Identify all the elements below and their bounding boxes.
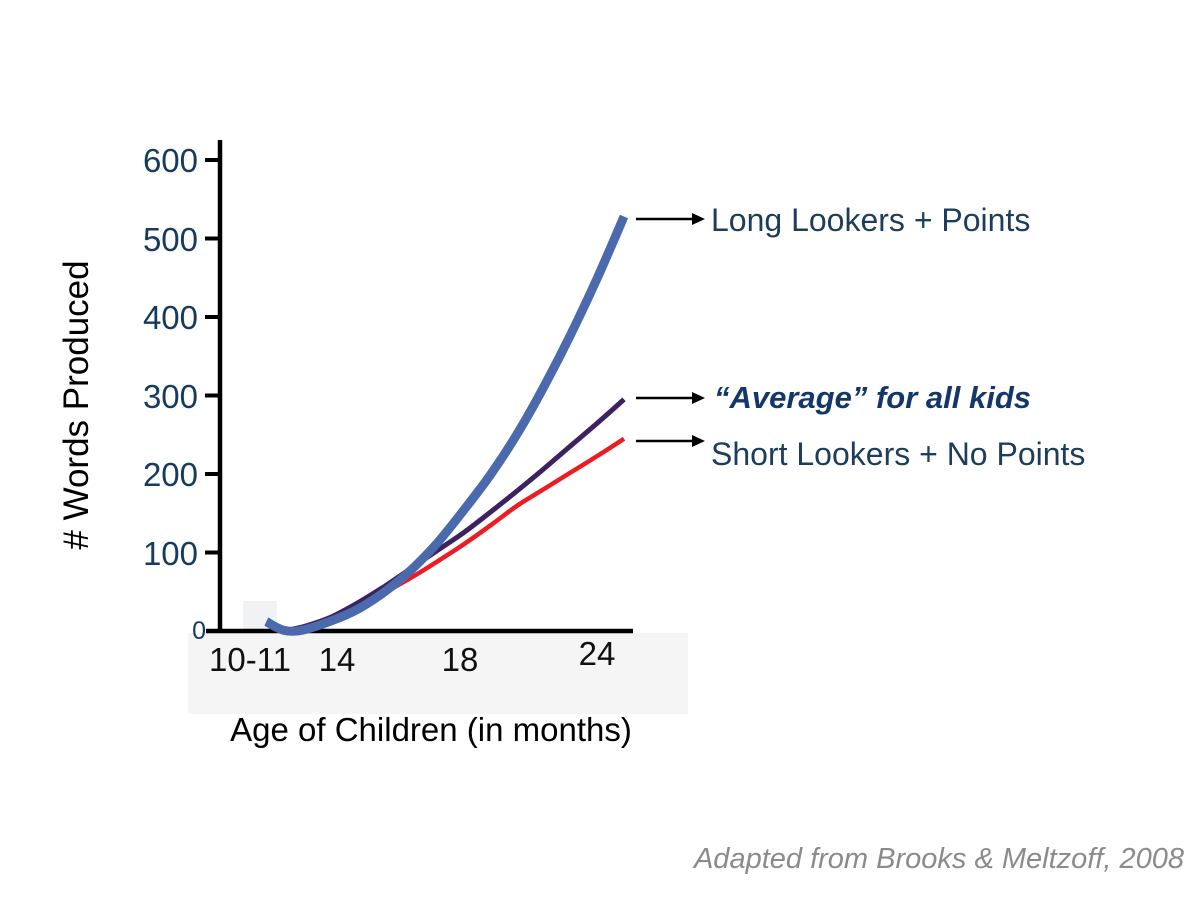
y-tick-label-100: 100 <box>142 535 198 572</box>
annotation-arrowhead-2 <box>692 435 705 447</box>
annotation-average-all-kids: “Average” for all kids <box>714 380 1032 415</box>
curve-long-lookers <box>264 214 629 636</box>
attribution-text: Adapted from Brooks & Meltzoff, 2008 <box>693 843 1184 875</box>
x-tick-label-14: 14 <box>318 641 356 678</box>
x-tick-label-24: 24 <box>578 635 616 672</box>
x-axis-title: Age of Children (in months) <box>230 711 632 748</box>
y-tick-label-300: 300 <box>142 378 198 415</box>
x-tick-label-18: 18 <box>441 641 479 678</box>
x-tick-label-10-11: 10-11 <box>209 641 291 678</box>
annotation-arrowhead-1 <box>692 392 705 404</box>
annotation-arrowhead-0 <box>692 213 705 225</box>
y-tick-label-500: 500 <box>142 221 198 258</box>
y-tick-label-600: 600 <box>142 142 198 179</box>
y-tick-label-200: 200 <box>142 456 198 493</box>
annotation-long-lookers: Long Lookers + Points <box>711 202 1031 238</box>
background-band <box>188 633 688 714</box>
annotation-short-lookers: Short Lookers + No Points <box>711 436 1086 472</box>
y-tick-label-400: 400 <box>142 299 198 336</box>
y-tick-label-0: 0 <box>192 617 206 645</box>
curve-average <box>283 397 626 634</box>
